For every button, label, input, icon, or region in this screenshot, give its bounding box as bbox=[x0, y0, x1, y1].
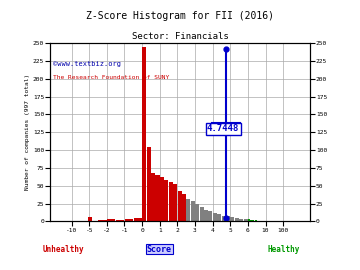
Bar bbox=[156, 175, 159, 221]
Bar bbox=[182, 194, 186, 221]
Bar bbox=[142, 47, 146, 221]
Bar bbox=[107, 219, 115, 221]
Bar bbox=[134, 218, 142, 221]
Bar bbox=[195, 204, 199, 221]
Bar bbox=[125, 218, 133, 221]
Y-axis label: Number of companies (997 total): Number of companies (997 total) bbox=[25, 74, 30, 190]
Text: ©www.textbiz.org: ©www.textbiz.org bbox=[53, 61, 121, 67]
Bar bbox=[104, 220, 107, 221]
Bar bbox=[235, 218, 239, 221]
Text: Sector: Financials: Sector: Financials bbox=[132, 32, 228, 41]
Bar bbox=[239, 218, 243, 221]
Bar bbox=[87, 217, 92, 221]
Bar bbox=[244, 219, 248, 221]
Text: 4.7448: 4.7448 bbox=[207, 124, 239, 133]
Bar bbox=[199, 207, 204, 221]
Bar bbox=[217, 214, 221, 221]
Bar bbox=[116, 220, 124, 221]
Bar bbox=[173, 184, 177, 221]
Bar bbox=[222, 216, 226, 221]
Bar bbox=[151, 173, 155, 221]
Bar bbox=[226, 217, 230, 221]
Bar bbox=[204, 210, 208, 221]
Text: Unhealthy: Unhealthy bbox=[42, 245, 84, 254]
Text: Score: Score bbox=[147, 245, 172, 254]
Bar bbox=[208, 211, 212, 221]
Text: Healthy: Healthy bbox=[267, 245, 300, 254]
Bar bbox=[230, 217, 234, 221]
Bar bbox=[177, 191, 181, 221]
Bar bbox=[186, 199, 190, 221]
Bar bbox=[255, 220, 257, 221]
Bar bbox=[213, 213, 217, 221]
Bar bbox=[191, 201, 195, 221]
Text: Z-Score Histogram for FII (2016): Z-Score Histogram for FII (2016) bbox=[86, 11, 274, 21]
Bar bbox=[164, 180, 168, 221]
Text: The Research Foundation of SUNY: The Research Foundation of SUNY bbox=[53, 75, 169, 80]
Bar bbox=[248, 219, 250, 221]
Bar bbox=[98, 220, 104, 221]
Bar bbox=[169, 182, 173, 221]
Bar bbox=[250, 220, 252, 221]
Bar bbox=[160, 177, 164, 221]
Bar bbox=[147, 147, 151, 221]
Bar bbox=[252, 220, 255, 221]
